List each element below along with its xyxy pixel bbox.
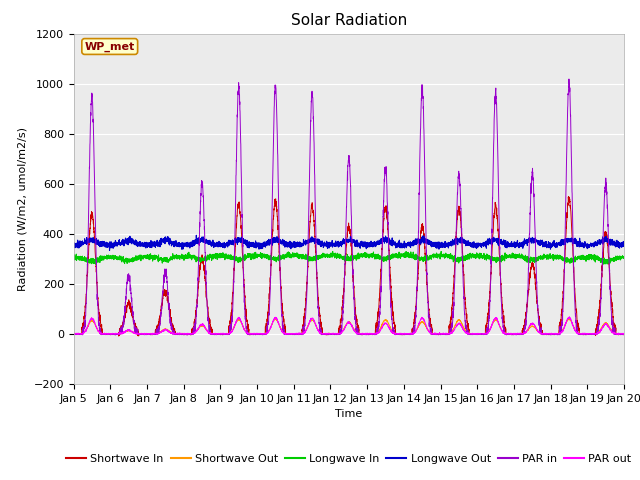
Longwave In <box>169 256 177 262</box>
Shortwave In <box>620 331 627 337</box>
Shortwave In <box>504 331 511 337</box>
Shortwave In <box>328 331 336 337</box>
Y-axis label: Radiation (W/m2, umol/m2/s): Radiation (W/m2, umol/m2/s) <box>18 127 28 291</box>
PAR in <box>70 332 77 337</box>
Longwave Out <box>70 242 77 248</box>
Shortwave Out <box>564 316 572 322</box>
PAR in <box>620 331 628 337</box>
PAR in <box>620 331 627 336</box>
PAR out <box>472 331 480 336</box>
PAR out <box>620 331 628 337</box>
PAR out <box>70 331 77 337</box>
Line: PAR in: PAR in <box>74 79 624 335</box>
Longwave Out <box>169 241 177 247</box>
Longwave In <box>620 255 627 261</box>
Longwave Out <box>106 248 113 253</box>
Longwave In <box>70 255 77 261</box>
Longwave Out <box>504 242 511 248</box>
Longwave In <box>442 253 450 259</box>
Longwave Out <box>193 232 200 238</box>
Shortwave Out <box>169 330 177 336</box>
Longwave In <box>92 262 100 267</box>
Shortwave In <box>472 332 480 337</box>
PAR out <box>70 331 77 336</box>
Longwave Out <box>328 243 336 249</box>
PAR out <box>442 331 449 337</box>
X-axis label: Time: Time <box>335 409 362 419</box>
Shortwave Out <box>70 331 77 337</box>
Shortwave Out <box>504 331 511 337</box>
PAR out <box>566 314 573 320</box>
PAR out <box>169 330 177 336</box>
PAR out <box>504 331 511 337</box>
Shortwave Out <box>442 331 449 336</box>
PAR out <box>328 331 336 337</box>
Shortwave Out <box>328 331 336 336</box>
Title: Solar Radiation: Solar Radiation <box>291 13 407 28</box>
Longwave Out <box>442 242 450 248</box>
PAR out <box>620 331 627 337</box>
Longwave In <box>504 254 511 260</box>
Legend: Shortwave In, Shortwave Out, Longwave In, Longwave Out, PAR in, PAR out: Shortwave In, Shortwave Out, Longwave In… <box>61 449 636 468</box>
Longwave Out <box>620 241 628 247</box>
Shortwave Out <box>620 331 627 336</box>
PAR in <box>442 332 449 337</box>
PAR in <box>472 331 480 337</box>
Longwave In <box>328 254 336 260</box>
Shortwave In <box>70 331 77 337</box>
Text: WP_met: WP_met <box>84 41 135 52</box>
PAR in <box>512 332 520 338</box>
Longwave In <box>329 249 337 254</box>
Line: Longwave In: Longwave In <box>74 252 624 264</box>
Line: PAR out: PAR out <box>74 317 624 334</box>
PAR in <box>565 76 573 82</box>
PAR in <box>504 331 511 337</box>
PAR in <box>169 331 177 337</box>
Shortwave In <box>115 333 122 339</box>
Shortwave In <box>565 194 573 200</box>
Line: Shortwave In: Shortwave In <box>74 197 624 336</box>
Longwave Out <box>472 241 480 247</box>
PAR in <box>328 331 336 336</box>
Shortwave In <box>620 331 628 337</box>
Longwave In <box>620 255 628 261</box>
Longwave Out <box>620 241 627 247</box>
Shortwave In <box>442 331 449 337</box>
Shortwave In <box>169 323 177 329</box>
Line: Longwave Out: Longwave Out <box>74 235 624 251</box>
Shortwave Out <box>620 331 628 336</box>
Shortwave Out <box>472 331 480 337</box>
Longwave In <box>472 252 480 257</box>
Line: Shortwave Out: Shortwave Out <box>74 319 624 334</box>
